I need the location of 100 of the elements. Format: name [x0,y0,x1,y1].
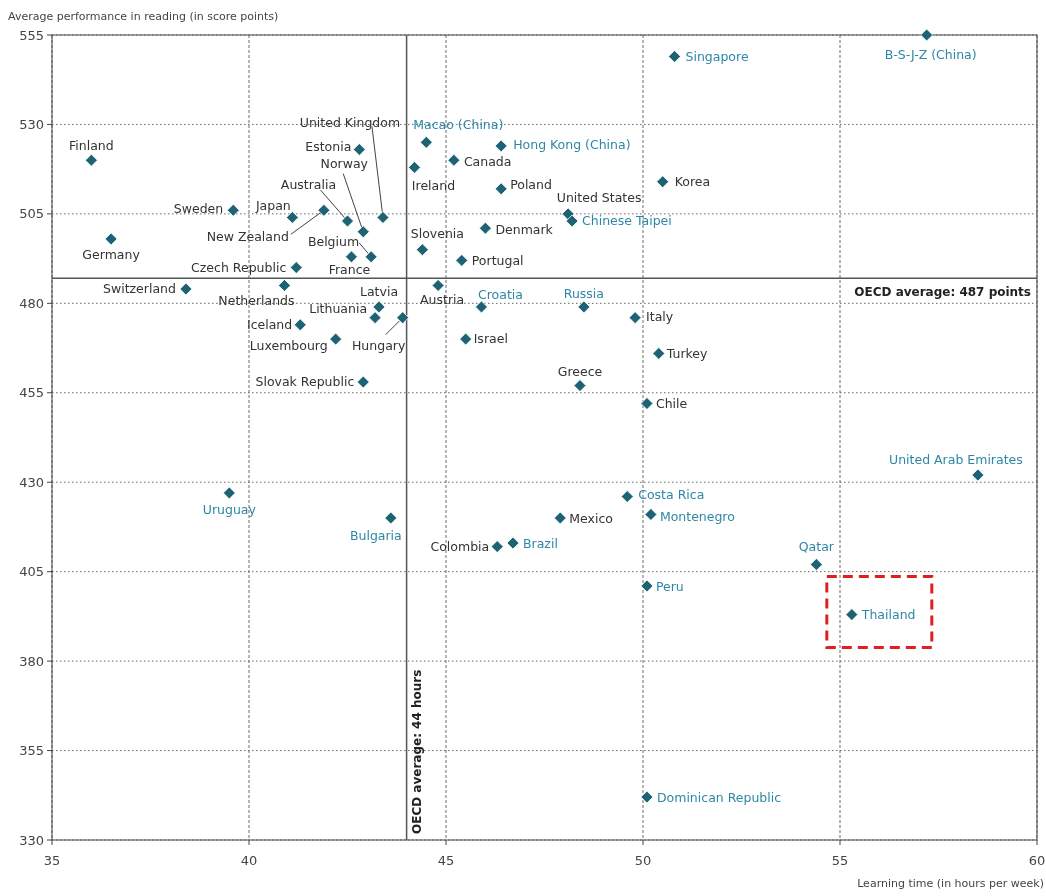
point [506,536,520,550]
point [368,311,382,325]
point [104,232,118,246]
point [652,347,666,360]
point [494,139,508,153]
data-label: New Zealand [206,228,289,244]
point [356,225,370,239]
data-label: Montenegro [659,508,735,524]
point [479,221,492,235]
point [396,311,410,325]
data-label: Israel [473,331,508,347]
data-label: United Kingdom [299,114,401,130]
y-tick-label: 380 [19,653,44,669]
y-tick-label: 330 [19,832,44,848]
point [376,211,390,224]
data-label: B-S-J-Z (China) [884,47,977,63]
data-label: Australia [280,177,337,193]
point [317,203,331,217]
data-label: Estonia [305,138,352,154]
point [628,311,642,325]
data-label: Slovak Republic [255,374,355,390]
data-label: Lithuania [309,301,368,317]
data-label: Colombia [430,539,490,554]
data-label: Russia [563,286,605,302]
data-label: United States [556,190,642,206]
y-tick-label: 505 [19,206,44,222]
data-label: Korea [674,174,711,190]
data-label: Iceland [246,317,293,333]
ref-line-label: OECD average: 44 hours [409,669,424,834]
data-label: Chile [655,395,688,411]
point [285,211,299,224]
data-label: Costa Rica [638,486,705,502]
data-label: Czech Republic [191,259,287,275]
point [494,182,508,196]
point [419,135,433,149]
data-label: Canada [463,153,512,169]
data-label: Qatar [798,538,835,554]
data-label: Thailand [860,606,916,622]
point [971,468,985,482]
point [345,250,358,264]
point [561,207,575,221]
point [565,214,579,228]
point [490,540,504,554]
point [640,579,654,593]
data-label: Germany [82,247,141,263]
data-label: Netherlands [218,292,295,308]
y-axis-title: Average performance in reading (in score points) [8,10,279,23]
x-tick-label: 40 [240,853,258,868]
x-tick-label: 45 [437,853,455,868]
y-tick-label: 530 [19,116,44,132]
point [455,254,469,267]
point [415,243,429,257]
point [278,279,291,292]
point [640,790,654,804]
point [447,153,461,167]
y-tick-label: 480 [19,295,44,311]
data-label: Hungary [351,338,406,354]
point [226,203,240,217]
data-label: Belgium [307,234,360,250]
data-label: Switzerland [103,281,176,297]
data-label: Poland [510,177,552,193]
data-label: Chinese Taipei [582,213,672,229]
point [289,261,303,274]
point [640,397,654,410]
point [656,175,670,189]
point [475,300,488,314]
data-label: Japan [254,197,291,213]
point [85,153,98,167]
data-label: Sweden [173,200,224,216]
data-label: Finland [69,137,114,153]
data-label: Macao (China) [413,116,504,132]
data-label: Croatia [477,287,523,303]
data-label: Turkey [665,345,709,361]
point [431,279,445,292]
x-tick-label: 55 [831,853,849,868]
point [845,608,859,621]
point [620,490,634,503]
point [920,28,934,42]
data-label: Austria [420,291,465,307]
point [408,160,421,174]
x-tick-label: 35 [43,853,61,868]
point [668,50,681,63]
point [179,282,193,296]
data-label: Dominican Republic [656,790,782,806]
point [573,379,587,393]
data-label: Uruguay [202,502,257,518]
y-tick-label: 405 [19,564,44,580]
data-label: Denmark [495,221,554,237]
x-axis-title: Learning time (in hours per week) [857,877,1044,890]
data-label: Latvia [359,284,399,300]
point [356,375,370,389]
point [809,558,823,571]
data-label: Peru [655,579,684,595]
point [577,300,591,314]
data-label: Greece [557,364,603,379]
point [553,511,567,525]
point [384,511,398,525]
point [341,214,354,228]
data-label: Mexico [569,511,613,527]
point [293,318,307,332]
